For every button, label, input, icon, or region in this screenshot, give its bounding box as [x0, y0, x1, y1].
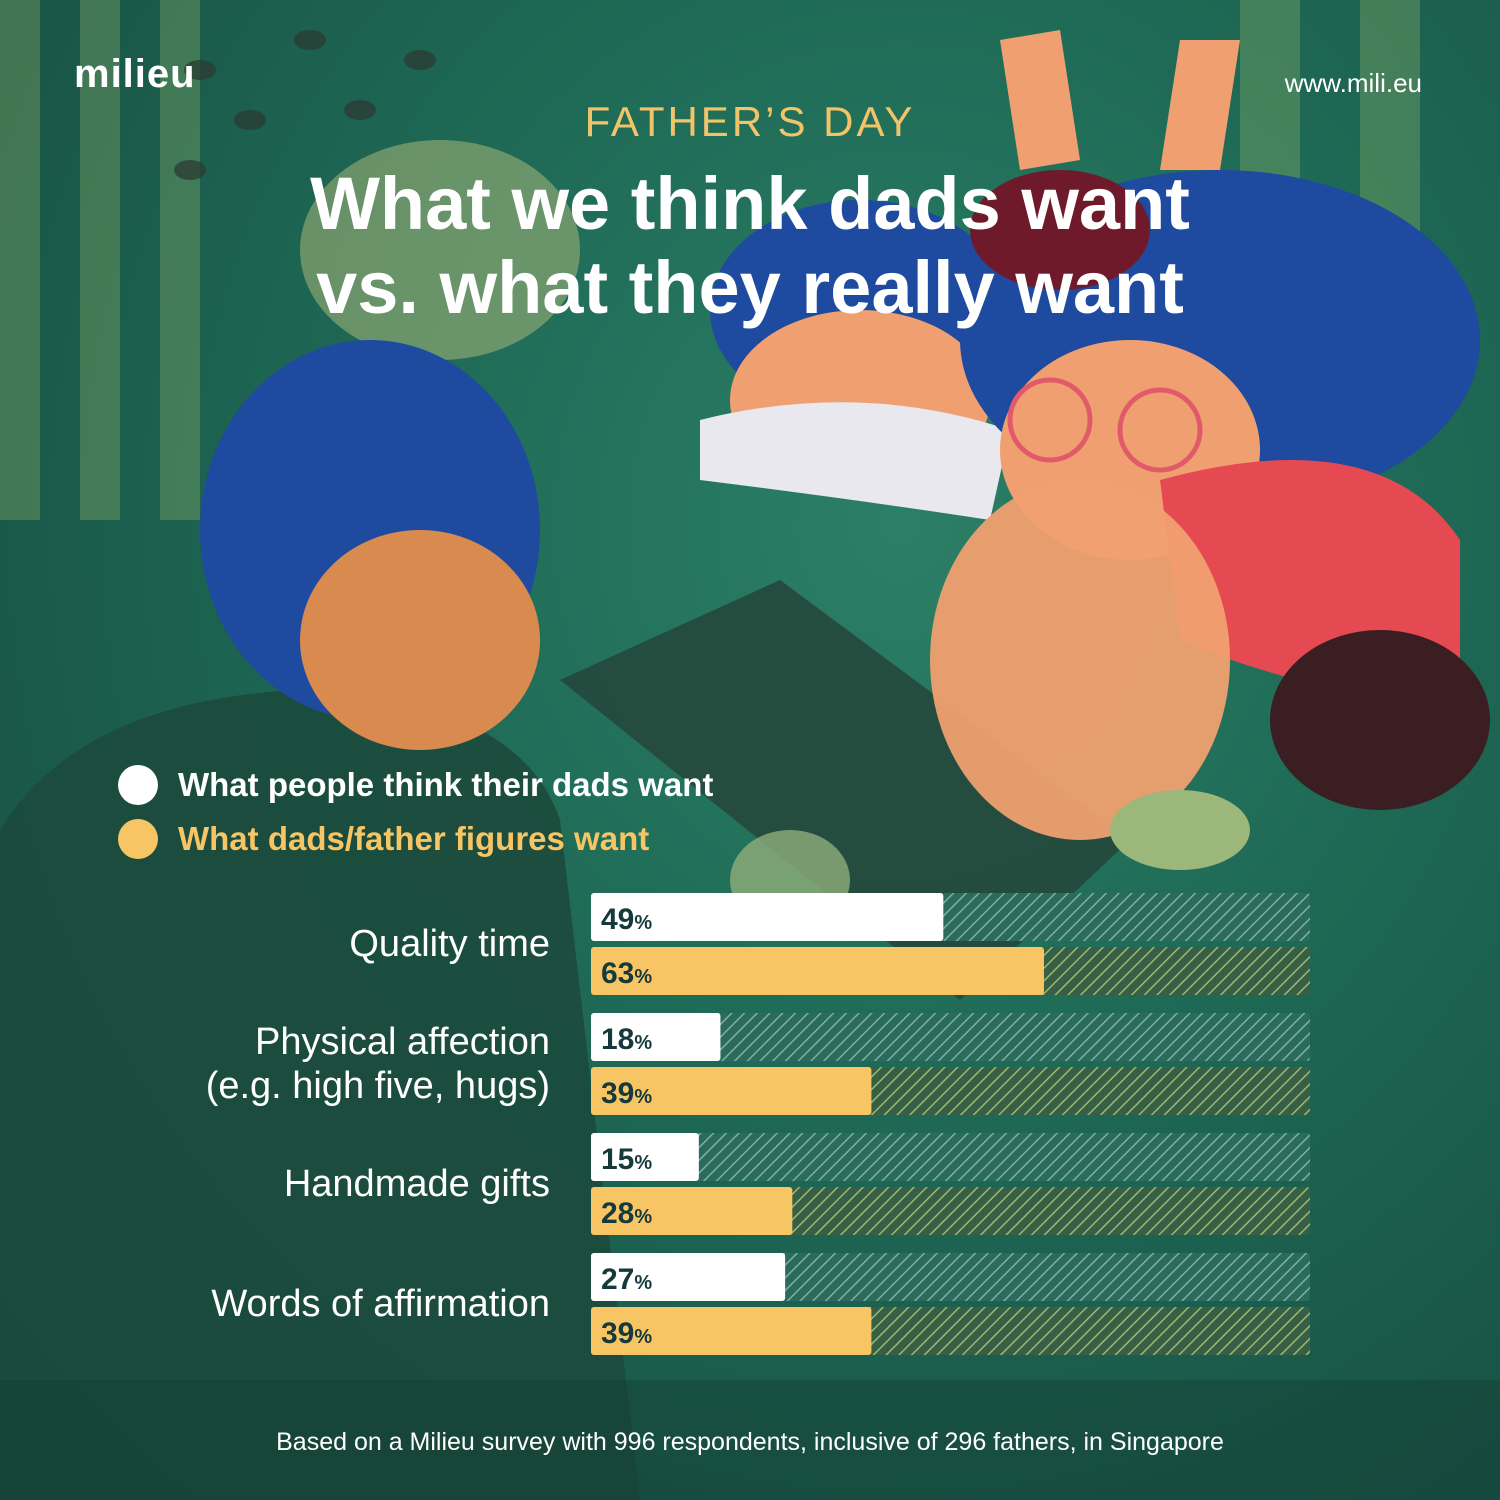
- plant-pot: [300, 140, 580, 360]
- category-label-0: Quality time: [349, 922, 550, 966]
- data-label-think-1: 18%: [601, 1023, 652, 1056]
- bar-think-1: [591, 1013, 721, 1061]
- plant-leaves: [174, 30, 436, 180]
- footnote: Based on a Milieu survey with 996 respon…: [276, 1428, 1224, 1456]
- data-label-think-2: 15%: [601, 1143, 652, 1176]
- category-label-line: Physical affection: [254, 1021, 550, 1063]
- bar-think-0: [591, 893, 944, 941]
- kid-shorts-top: [970, 170, 1150, 290]
- category-label-line: Quality time: [349, 923, 550, 965]
- girl-foot: [1110, 790, 1250, 870]
- bar-want-3: [591, 1307, 872, 1355]
- legend-label-want: What dads/father figures want: [178, 820, 650, 857]
- bar-track-think-1: [591, 1013, 1310, 1061]
- boy-shirt: [700, 402, 1010, 520]
- bar-think-2: [591, 1133, 699, 1181]
- bar-track-think-2: [591, 1133, 1310, 1181]
- kicker-title: FATHER’S DAY: [584, 98, 916, 145]
- website-url[interactable]: www.mili.eu: [1284, 68, 1422, 98]
- legend-item-think: What people think their dads want: [118, 758, 713, 812]
- category-label-3: Words of affirmation: [211, 1282, 550, 1326]
- legend-label-think: What people think their dads want: [178, 766, 714, 803]
- girl-legs: [930, 480, 1230, 840]
- kid-legs-top: [1000, 30, 1240, 170]
- bar-want-0: [591, 947, 1044, 995]
- girl-glasses: [1007, 377, 1093, 463]
- data-label-think-3: 27%: [601, 1263, 652, 1296]
- category-label-line: (e.g. high five, hugs): [205, 1065, 550, 1107]
- category-label-2: Handmade gifts: [284, 1162, 550, 1206]
- floor-shade: [0, 1380, 1500, 1500]
- bar-want-2: [591, 1187, 793, 1235]
- girl-glasses-2: [1117, 387, 1203, 473]
- chart-legend: What people think their dads want What d…: [118, 758, 713, 866]
- milieu-logo: milieu: [74, 52, 196, 96]
- data-label-want-3: 39%: [601, 1317, 652, 1350]
- title-line-1: What we think dads want: [310, 162, 1190, 245]
- legend-dot-think: [118, 765, 158, 805]
- data-label-want-0: 63%: [601, 957, 652, 990]
- data-label-think-0: 49%: [601, 903, 652, 936]
- bar-want-1: [591, 1067, 872, 1115]
- dad-body-shape: [0, 690, 640, 1500]
- page-title: What we think dads want vs. what they re…: [0, 162, 1500, 330]
- category-label-1: Physical affection (e.g. high five, hugs): [206, 1020, 550, 1108]
- category-label-line: Words of affirmation: [211, 1283, 550, 1325]
- legend-dot-want: [118, 819, 158, 859]
- legend-item-want: What dads/father figures want: [118, 812, 713, 866]
- dad-neck: [300, 530, 540, 750]
- bar-think-3: [591, 1253, 786, 1301]
- girl-shorts: [1270, 630, 1490, 810]
- category-label-line: Handmade gifts: [283, 1163, 550, 1205]
- data-label-want-1: 39%: [601, 1077, 652, 1110]
- data-label-want-2: 28%: [601, 1197, 652, 1230]
- title-line-2: vs. what they really want: [316, 246, 1184, 329]
